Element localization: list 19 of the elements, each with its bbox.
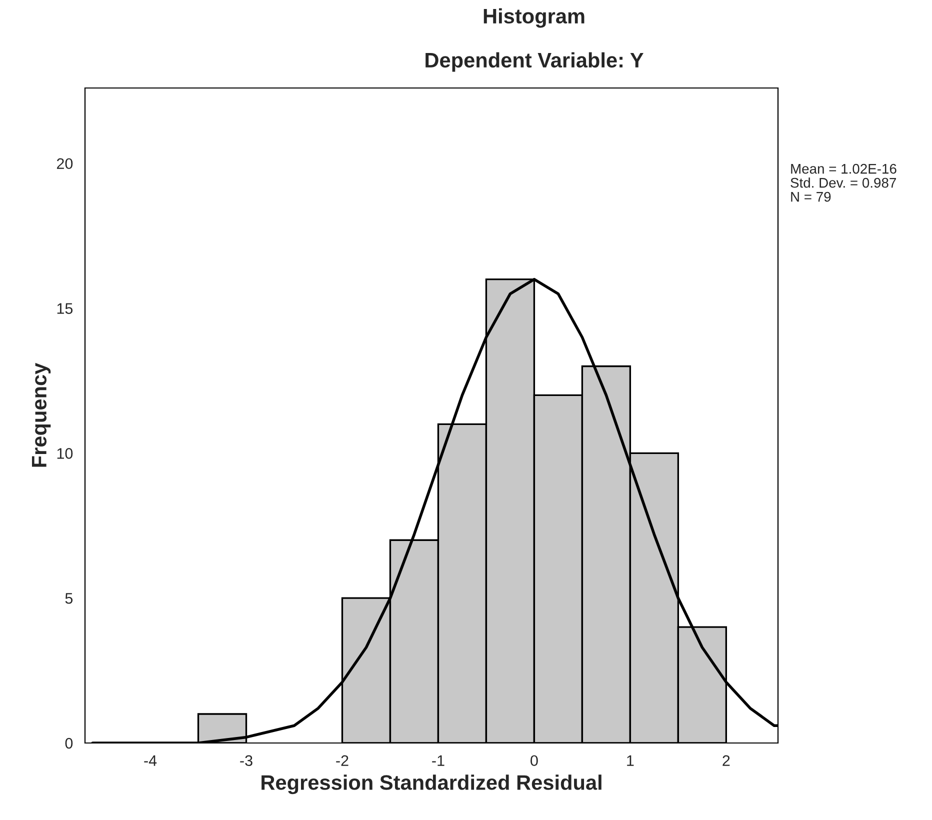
x-axis-title: Regression Standardized Residual bbox=[262, 774, 602, 794]
x-tick-label: -1 bbox=[432, 755, 444, 766]
y-tick-label: 0 bbox=[65, 738, 73, 749]
x-tick-label: 0 bbox=[530, 755, 538, 766]
y-axis-title: Frequency bbox=[32, 362, 51, 467]
text: N = 79 bbox=[791, 192, 831, 202]
text: Mean = 1.02E-16 bbox=[791, 164, 896, 174]
x-tick-label: -4 bbox=[144, 755, 157, 766]
y-tick-label: 20 bbox=[56, 158, 73, 170]
y-tick-label: 15 bbox=[57, 303, 73, 314]
x-tick-label: 2 bbox=[722, 755, 730, 766]
chart-title: Histogram bbox=[484, 8, 584, 28]
x-tick-label: -2 bbox=[336, 755, 348, 766]
chart-subtitle: Dependent Variable: Y bbox=[426, 52, 644, 72]
y-tick-label: 10 bbox=[57, 448, 73, 459]
x-tick-label: 1 bbox=[627, 755, 634, 766]
text: Std. Dev. = 0.987 bbox=[790, 178, 896, 188]
y-tick-label: 5 bbox=[65, 593, 73, 604]
x-tick-label: -3 bbox=[240, 755, 252, 766]
